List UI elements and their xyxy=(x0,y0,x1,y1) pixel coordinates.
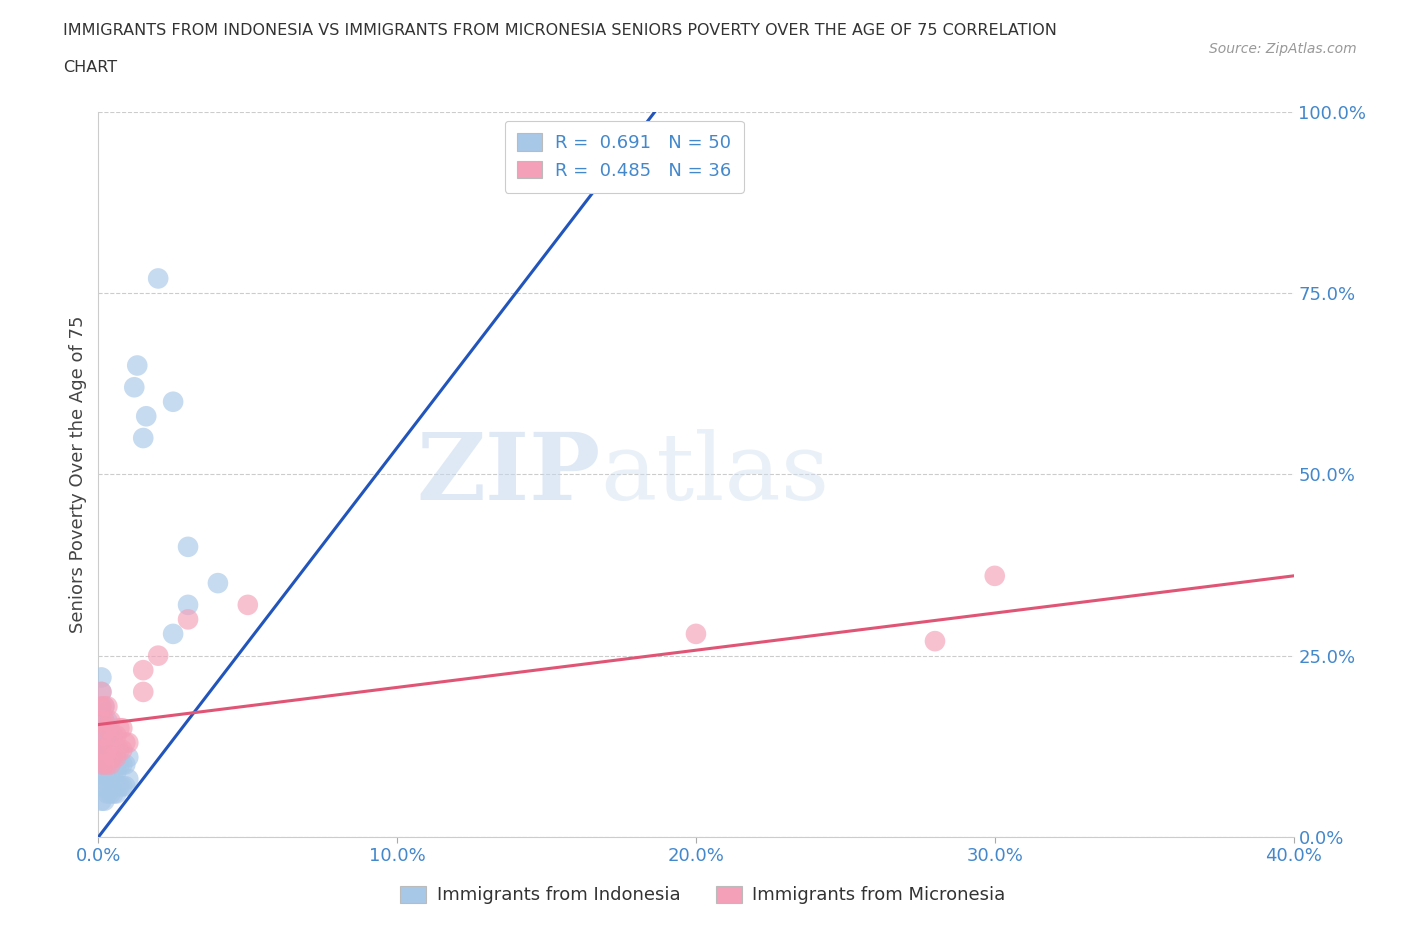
Point xyxy=(90,757,112,772)
Point xyxy=(103,750,125,764)
Point xyxy=(96,736,118,751)
Point xyxy=(162,627,184,642)
Point xyxy=(98,786,122,801)
Point xyxy=(117,772,139,787)
Point xyxy=(96,757,118,772)
Point xyxy=(90,757,112,772)
Point xyxy=(90,728,112,743)
Point xyxy=(114,736,136,751)
Legend: R =  0.691   N = 50, R =  0.485   N = 36: R = 0.691 N = 50, R = 0.485 N = 36 xyxy=(505,121,744,193)
Point xyxy=(177,612,200,627)
Point xyxy=(132,663,155,678)
Point xyxy=(96,786,118,801)
Point xyxy=(93,750,115,764)
Point xyxy=(105,742,128,757)
Point xyxy=(236,597,259,612)
Point xyxy=(98,713,122,728)
Point xyxy=(127,358,149,373)
Point xyxy=(207,576,229,591)
Text: atlas: atlas xyxy=(600,430,830,519)
Point xyxy=(90,713,112,728)
Point xyxy=(111,721,134,736)
Point xyxy=(148,648,170,663)
Point xyxy=(96,757,118,772)
Point xyxy=(108,778,131,793)
Point xyxy=(96,742,118,757)
Point xyxy=(93,728,115,743)
Legend: Immigrants from Indonesia, Immigrants from Micronesia: Immigrants from Indonesia, Immigrants fr… xyxy=(394,879,1012,911)
Point xyxy=(108,757,131,772)
Point xyxy=(98,728,122,743)
Point xyxy=(93,713,115,728)
Point xyxy=(90,742,112,757)
Point xyxy=(93,699,115,714)
Point xyxy=(93,757,115,772)
Point xyxy=(93,793,115,808)
Point xyxy=(90,728,112,743)
Point xyxy=(96,713,118,728)
Text: Source: ZipAtlas.com: Source: ZipAtlas.com xyxy=(1209,42,1357,56)
Point xyxy=(90,772,112,787)
Point xyxy=(177,539,200,554)
Point xyxy=(124,379,146,394)
Point xyxy=(96,721,118,736)
Point xyxy=(111,778,134,793)
Point xyxy=(685,627,707,642)
Point xyxy=(148,271,170,286)
Y-axis label: Seniors Poverty Over the Age of 75: Seniors Poverty Over the Age of 75 xyxy=(69,315,87,633)
Point xyxy=(105,764,128,779)
Point xyxy=(108,721,131,736)
Point xyxy=(105,786,128,801)
Point xyxy=(90,699,112,714)
Point xyxy=(117,750,139,764)
Point xyxy=(98,772,122,787)
Point xyxy=(924,633,946,648)
Point xyxy=(111,757,134,772)
Point xyxy=(103,742,125,757)
Point xyxy=(114,757,136,772)
Point xyxy=(108,742,131,757)
Point xyxy=(90,793,112,808)
Point xyxy=(105,750,128,764)
Point xyxy=(98,750,122,764)
Point xyxy=(96,772,118,787)
Point xyxy=(93,764,115,779)
Point xyxy=(98,736,122,751)
Point xyxy=(105,728,128,743)
Point xyxy=(93,778,115,793)
Point xyxy=(135,409,157,424)
Point xyxy=(90,742,112,757)
Point xyxy=(93,713,115,728)
Text: ZIP: ZIP xyxy=(416,430,600,519)
Text: IMMIGRANTS FROM INDONESIA VS IMMIGRANTS FROM MICRONESIA SENIORS POVERTY OVER THE: IMMIGRANTS FROM INDONESIA VS IMMIGRANTS … xyxy=(63,23,1057,38)
Point xyxy=(111,742,134,757)
Point xyxy=(114,778,136,793)
Point xyxy=(93,699,115,714)
Point xyxy=(162,394,184,409)
Point xyxy=(177,597,200,612)
Point xyxy=(90,684,112,699)
Point xyxy=(90,670,112,684)
Point xyxy=(103,728,125,743)
Point xyxy=(103,786,125,801)
Point xyxy=(90,778,112,793)
Text: CHART: CHART xyxy=(63,60,117,75)
Point xyxy=(93,742,115,757)
Point xyxy=(132,684,155,699)
Point xyxy=(90,684,112,699)
Point xyxy=(117,736,139,751)
Point xyxy=(93,728,115,743)
Point xyxy=(103,764,125,779)
Point xyxy=(132,431,155,445)
Point xyxy=(90,699,112,714)
Point xyxy=(98,757,122,772)
Point xyxy=(90,713,112,728)
Point xyxy=(96,699,118,714)
Point xyxy=(984,568,1007,583)
